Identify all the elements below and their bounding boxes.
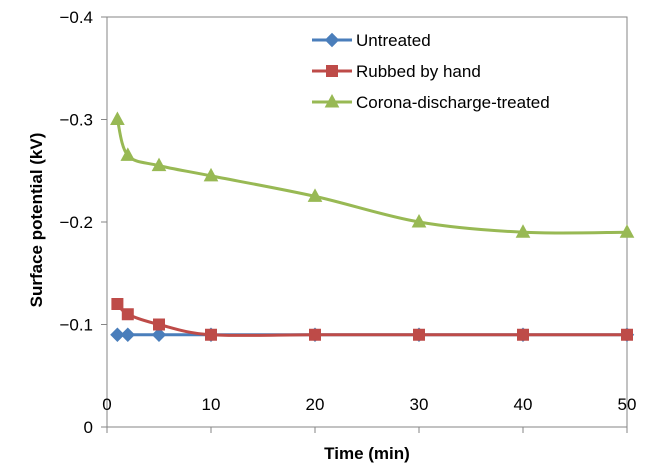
legend-square-icon — [326, 65, 338, 77]
triangle-point — [203, 167, 219, 182]
x-tick-label: 30 — [410, 395, 429, 414]
diamond-point — [151, 327, 167, 342]
legend-label: Corona-discharge-treated — [356, 93, 550, 112]
legend-label: Untreated — [356, 31, 431, 50]
series-square — [111, 298, 633, 341]
legend-item: Corona-discharge-treated — [312, 93, 550, 112]
legend-label: Rubbed by hand — [356, 62, 481, 81]
square-point — [153, 318, 165, 331]
x-tick-label: 50 — [618, 395, 637, 414]
triangle-point — [515, 224, 531, 238]
triangle-point — [307, 188, 323, 202]
legend-diamond-icon — [324, 32, 340, 48]
series-line — [115, 119, 628, 235]
square-point — [205, 328, 217, 341]
triangle-point — [619, 224, 635, 238]
legend: Untreated Rubbed by hand Corona-discharge-… — [312, 31, 550, 112]
square-point — [517, 328, 529, 341]
y-tick-label: −0.4 — [59, 8, 93, 27]
square-point — [111, 298, 124, 310]
y-tick-label: 0 — [84, 418, 93, 437]
series-layer — [110, 111, 635, 342]
x-axis-label: Time (min) — [324, 444, 410, 463]
x-axis-ticks: 0 10 20 30 40 50 — [102, 395, 636, 433]
x-tick-label: 0 — [102, 395, 111, 414]
y-axis-ticks: 0 −0.1 −0.2 −0.3 −0.4 — [59, 8, 107, 437]
legend-triangle-icon — [324, 93, 340, 108]
triangle-point — [411, 213, 427, 228]
y-tick-label: −0.2 — [59, 213, 93, 232]
y-axis-label: Surface potential (kV) — [27, 133, 46, 308]
x-tick-label: 20 — [306, 395, 325, 414]
series-line — [116, 302, 627, 338]
legend-item: Rubbed by hand — [312, 62, 481, 81]
square-point — [121, 308, 134, 321]
diamond-point — [110, 327, 125, 342]
diamond-point — [120, 327, 136, 342]
square-point — [309, 328, 321, 341]
y-tick-label: −0.3 — [59, 111, 93, 130]
triangle-point — [110, 111, 125, 125]
triangle-point — [151, 157, 167, 172]
square-point — [621, 328, 633, 341]
square-point — [413, 328, 425, 341]
y-tick-label: −0.1 — [59, 316, 93, 335]
legend-item: Untreated — [312, 31, 431, 50]
x-tick-label: 40 — [514, 395, 533, 414]
series-triangle — [110, 111, 635, 238]
triangle-point — [120, 147, 136, 161]
x-tick-label: 10 — [202, 395, 221, 414]
